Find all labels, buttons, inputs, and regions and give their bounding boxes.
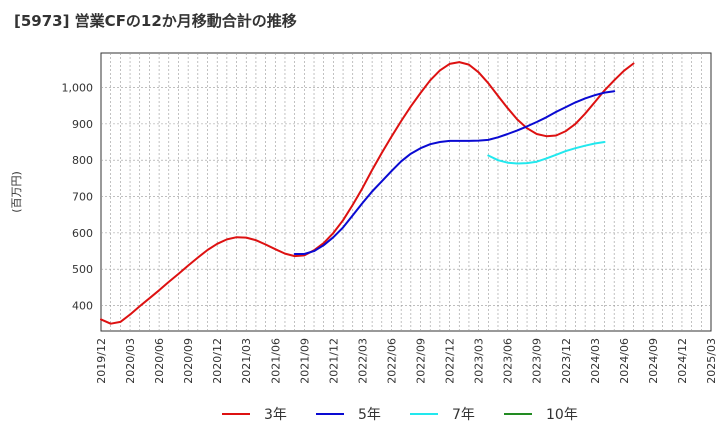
x-tick-label: 2020/03: [124, 338, 137, 384]
series-lines: [100, 61, 635, 325]
x-tick-label: 2022/06: [385, 338, 398, 384]
x-tick-label: 2024/03: [589, 338, 602, 384]
chart-title: [5973] 営業CFの12か月移動合計の推移: [14, 12, 297, 30]
plot-area: [100, 52, 712, 332]
x-tick-label: 2023/09: [531, 338, 544, 384]
x-tick-label: 2019/12: [95, 338, 108, 384]
x-axis-ticks: 2019/12 2020/03 2020/06 2020/09 2020/12 2021/…: [95, 338, 718, 384]
series-line-3年: [100, 61, 635, 325]
x-tick-label: 2023/03: [473, 338, 486, 384]
x-tick-label: 2021/03: [240, 338, 253, 384]
legend-label: 3年: [264, 407, 287, 423]
y-tick-label: 500: [72, 263, 93, 276]
x-tick-label: 2024/06: [618, 338, 631, 384]
grid-lines: [101, 53, 711, 331]
legend-label: 5年: [358, 407, 381, 423]
x-tick-label: 2024/12: [676, 338, 689, 384]
legend-label: 7年: [452, 407, 475, 423]
x-tick-label: 2024/09: [647, 338, 660, 384]
x-tick-label: 2025/03: [705, 338, 718, 384]
x-tick-label: 2022/03: [356, 338, 369, 384]
x-tick-label: 2021/06: [269, 338, 282, 384]
series-line-7年: [487, 141, 606, 165]
series-line-5年: [293, 90, 616, 255]
x-tick-label: 2021/09: [298, 338, 311, 384]
x-tick-label: 2020/06: [153, 338, 166, 384]
y-tick-label: 400: [72, 300, 93, 313]
y-axis-label: (百万円): [10, 171, 23, 213]
x-tick-label: 2022/12: [444, 338, 457, 384]
y-tick-label: 600: [72, 227, 93, 240]
x-tick-label: 2020/09: [182, 338, 195, 384]
x-tick-label: 2023/06: [502, 338, 515, 384]
x-tick-label: 2021/12: [327, 338, 340, 384]
x-tick-label: 2022/09: [415, 338, 428, 384]
y-tick-label: 800: [72, 154, 93, 167]
x-tick-label: 2020/12: [211, 338, 224, 384]
legend: 3年 5年 7年 10年: [222, 407, 578, 423]
y-tick-label: 900: [72, 118, 93, 131]
y-axis-ticks: 400 500 600 700 800 900 1,000: [62, 82, 94, 313]
legend-label: 10年: [546, 407, 578, 423]
y-tick-label: 700: [72, 191, 93, 204]
y-tick-label: 1,000: [62, 82, 94, 95]
x-tick-label: 2023/12: [560, 338, 573, 384]
